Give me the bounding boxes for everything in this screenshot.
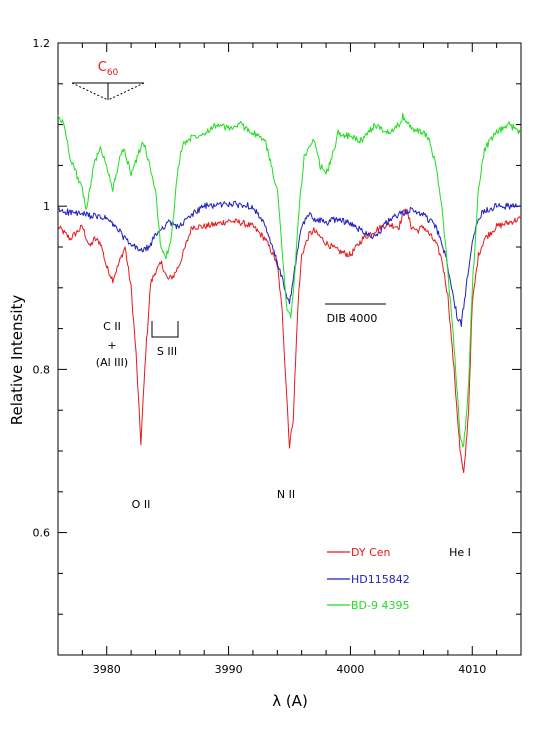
x-tick-label: 3990 <box>215 663 243 676</box>
s3-bracket-line <box>151 321 179 338</box>
legend-label-bd-9-4395: BD-9 4395 <box>351 599 409 612</box>
label-dib: DIB 4000 <box>327 312 378 325</box>
s3-bracket <box>151 321 179 338</box>
x-tick-label: 3980 <box>93 663 121 676</box>
label-al3: (Al III) <box>96 356 128 369</box>
series-line-bd-9-4395 <box>57 112 522 448</box>
y-tick-label: 1.2 <box>33 37 51 50</box>
legend-label-dy-cen: DY Cen <box>351 546 391 559</box>
legend-label-hd115842: HD115842 <box>351 573 410 586</box>
plot-frame <box>57 42 522 656</box>
c60-dash-right <box>107 82 145 101</box>
label-plus: + <box>107 339 116 352</box>
c60-dash-left <box>71 82 109 101</box>
series-line-hd115842 <box>57 200 522 327</box>
series-lines <box>57 112 522 474</box>
axis-ticks: 3980 3990 4000 4010 0.6 0.8 1 1.2 <box>33 37 522 676</box>
y-tick-label: 0.6 <box>33 527 51 540</box>
x-axis-title: λ (A) <box>272 692 308 710</box>
c60-label: C60 <box>98 60 119 78</box>
label-he1: He I <box>449 546 471 559</box>
series-line-dy-cen <box>57 208 522 474</box>
x-tick-label: 4000 <box>336 663 364 676</box>
label-c2: C II <box>103 320 121 333</box>
y-tick-label: 0.8 <box>33 363 51 376</box>
label-s3: S III <box>157 345 177 358</box>
x-tick-label: 4010 <box>458 663 486 676</box>
label-n2: N II <box>277 488 295 501</box>
c60-annotation: C60 <box>71 60 145 101</box>
y-axis-title: Relative Intensity <box>8 295 26 426</box>
legend: DY Cen HD115842 BD-9 4395 <box>327 546 410 612</box>
label-o2: O II <box>132 498 151 511</box>
y-tick-label: 1 <box>43 200 50 213</box>
